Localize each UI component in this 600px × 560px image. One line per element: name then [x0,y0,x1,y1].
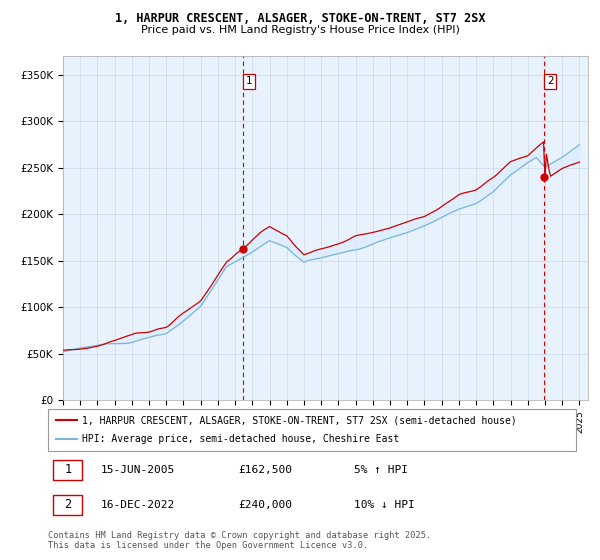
Text: 15-JUN-2005: 15-JUN-2005 [101,465,175,475]
Text: 1: 1 [245,77,252,86]
Text: HPI: Average price, semi-detached house, Cheshire East: HPI: Average price, semi-detached house,… [82,435,400,445]
Text: £240,000: £240,000 [238,500,292,510]
FancyBboxPatch shape [48,409,576,451]
Text: 1: 1 [64,463,71,477]
Text: 10% ↓ HPI: 10% ↓ HPI [354,500,415,510]
Text: 5% ↑ HPI: 5% ↑ HPI [354,465,408,475]
Text: 2: 2 [64,498,71,511]
Text: 1, HARPUR CRESCENT, ALSAGER, STOKE-ON-TRENT, ST7 2SX: 1, HARPUR CRESCENT, ALSAGER, STOKE-ON-TR… [115,12,485,25]
Text: 2: 2 [547,77,553,86]
Text: 16-DEC-2022: 16-DEC-2022 [101,500,175,510]
Text: 1, HARPUR CRESCENT, ALSAGER, STOKE-ON-TRENT, ST7 2SX (semi-detached house): 1, HARPUR CRESCENT, ALSAGER, STOKE-ON-TR… [82,415,517,425]
FancyBboxPatch shape [53,494,82,515]
FancyBboxPatch shape [53,460,82,480]
Text: Contains HM Land Registry data © Crown copyright and database right 2025.
This d: Contains HM Land Registry data © Crown c… [48,531,431,550]
Text: Price paid vs. HM Land Registry's House Price Index (HPI): Price paid vs. HM Land Registry's House … [140,25,460,35]
Text: £162,500: £162,500 [238,465,292,475]
